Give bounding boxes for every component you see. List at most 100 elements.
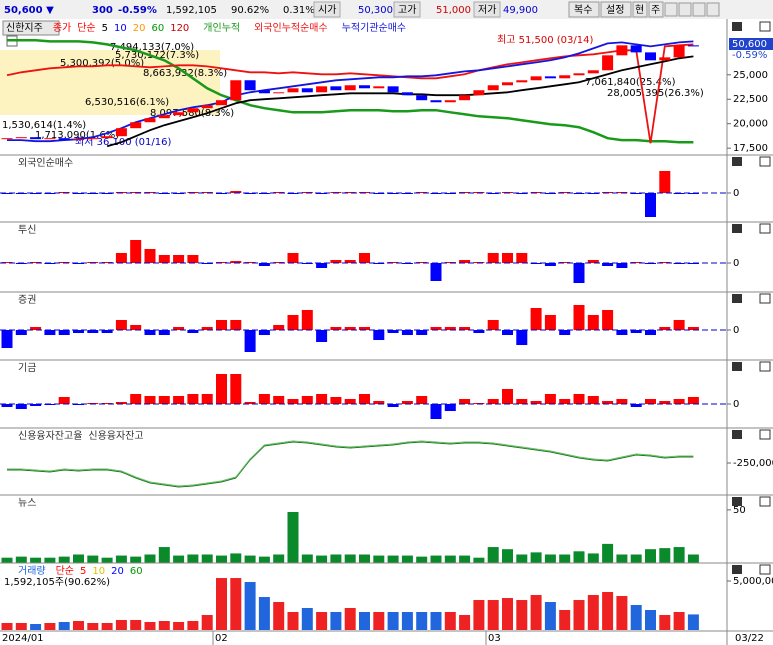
bar: [187, 255, 199, 263]
candle: [244, 80, 256, 91]
bar: [487, 253, 499, 263]
bar: [1, 330, 13, 348]
bar: [87, 555, 99, 563]
candle: [416, 95, 428, 101]
bar: [573, 394, 585, 404]
candle: [673, 45, 685, 58]
button[interactable]: [600, 1, 632, 18]
bar: [58, 397, 70, 404]
series-line: [7, 440, 694, 487]
button[interactable]: [648, 1, 664, 18]
bar: [616, 554, 628, 563]
low: 49,900: [503, 5, 538, 16]
bar: [502, 330, 513, 335]
bar: [602, 592, 614, 630]
last-price-box: [729, 38, 773, 50]
bar: [15, 623, 27, 630]
bar: [258, 394, 270, 404]
button[interactable]: [632, 1, 648, 18]
bar: [459, 555, 471, 563]
bar: [344, 192, 356, 193]
bar: [258, 556, 270, 563]
candle: [273, 92, 285, 94]
bar: [673, 612, 685, 630]
bar: [58, 330, 70, 335]
panel-icon: [732, 565, 742, 574]
icon-button[interactable]: [706, 2, 720, 17]
legend-entry: 신용융자잔고율: [18, 430, 82, 442]
bar: [487, 600, 499, 630]
bar: [58, 556, 70, 563]
open: 50,300: [358, 5, 393, 16]
bar: [573, 551, 585, 563]
legend-entry: 종가: [53, 22, 71, 34]
icon-button[interactable]: [664, 2, 678, 17]
bar: [630, 554, 642, 563]
icon-button[interactable]: [678, 2, 692, 17]
y-tick-label: 5,000,000: [733, 576, 773, 587]
candle: [58, 138, 70, 141]
bar: [173, 327, 185, 330]
volume: 1,592,105: [166, 5, 217, 16]
bar: [616, 263, 628, 268]
bar: [115, 620, 127, 630]
bar: [173, 193, 185, 194]
legend-entry: 신용융자잔고: [88, 430, 143, 442]
bar: [530, 401, 542, 404]
date-label: 02: [215, 633, 228, 644]
button-label[interactable]: 주: [651, 5, 660, 16]
bar: [687, 554, 699, 563]
bar: [273, 396, 285, 404]
annotation: 5,300,392(5.0%): [60, 58, 144, 69]
bar: [516, 330, 528, 345]
panel-icon: [759, 21, 771, 32]
bar: [602, 263, 614, 266]
bar: [173, 255, 185, 263]
button-label[interactable]: 설정: [606, 4, 624, 16]
bar: [573, 263, 585, 283]
annotation: 최고 51,500 (03/14): [497, 34, 593, 46]
bar: [544, 315, 556, 330]
bar: [416, 612, 428, 630]
button[interactable]: [568, 1, 600, 18]
y-tick-label: 17,500: [733, 143, 768, 154]
bar: [30, 404, 42, 406]
bar: [587, 595, 599, 630]
candle: [115, 128, 127, 137]
icon-button[interactable]: [692, 2, 706, 17]
panel-icon: [732, 430, 742, 439]
bar: [387, 262, 399, 263]
panel-icon: [732, 362, 742, 371]
bar: [373, 612, 385, 630]
bar: [559, 262, 571, 263]
bar: [287, 315, 299, 330]
bar: [459, 327, 471, 330]
bar: [130, 620, 142, 630]
panel-icon: [759, 361, 771, 372]
bar: [115, 320, 127, 330]
bar: [316, 263, 328, 268]
date-label: 2024/01: [2, 633, 44, 644]
legend-entry: 외국인순매수: [18, 157, 73, 169]
button-label[interactable]: 현: [635, 4, 644, 16]
bar: [158, 547, 170, 563]
bar: [144, 249, 156, 263]
bar: [30, 262, 42, 263]
candle: [15, 137, 27, 139]
bar: [401, 401, 413, 404]
legend-entry: 외국인누적순매수: [254, 22, 328, 34]
bar: [187, 621, 199, 630]
candle: [359, 85, 370, 89]
bar: [516, 193, 528, 194]
bar: [301, 310, 313, 330]
y-tick-label: 20,000: [733, 119, 768, 130]
bar: [130, 325, 142, 330]
button-label[interactable]: 복수: [574, 4, 592, 16]
change: 300: [92, 5, 113, 16]
annotation: 6,530,516(6.1%): [85, 97, 169, 108]
bar: [15, 404, 27, 409]
bar: [1, 262, 13, 263]
candle: [516, 80, 528, 83]
candle: [687, 45, 699, 47]
bar: [444, 327, 456, 330]
